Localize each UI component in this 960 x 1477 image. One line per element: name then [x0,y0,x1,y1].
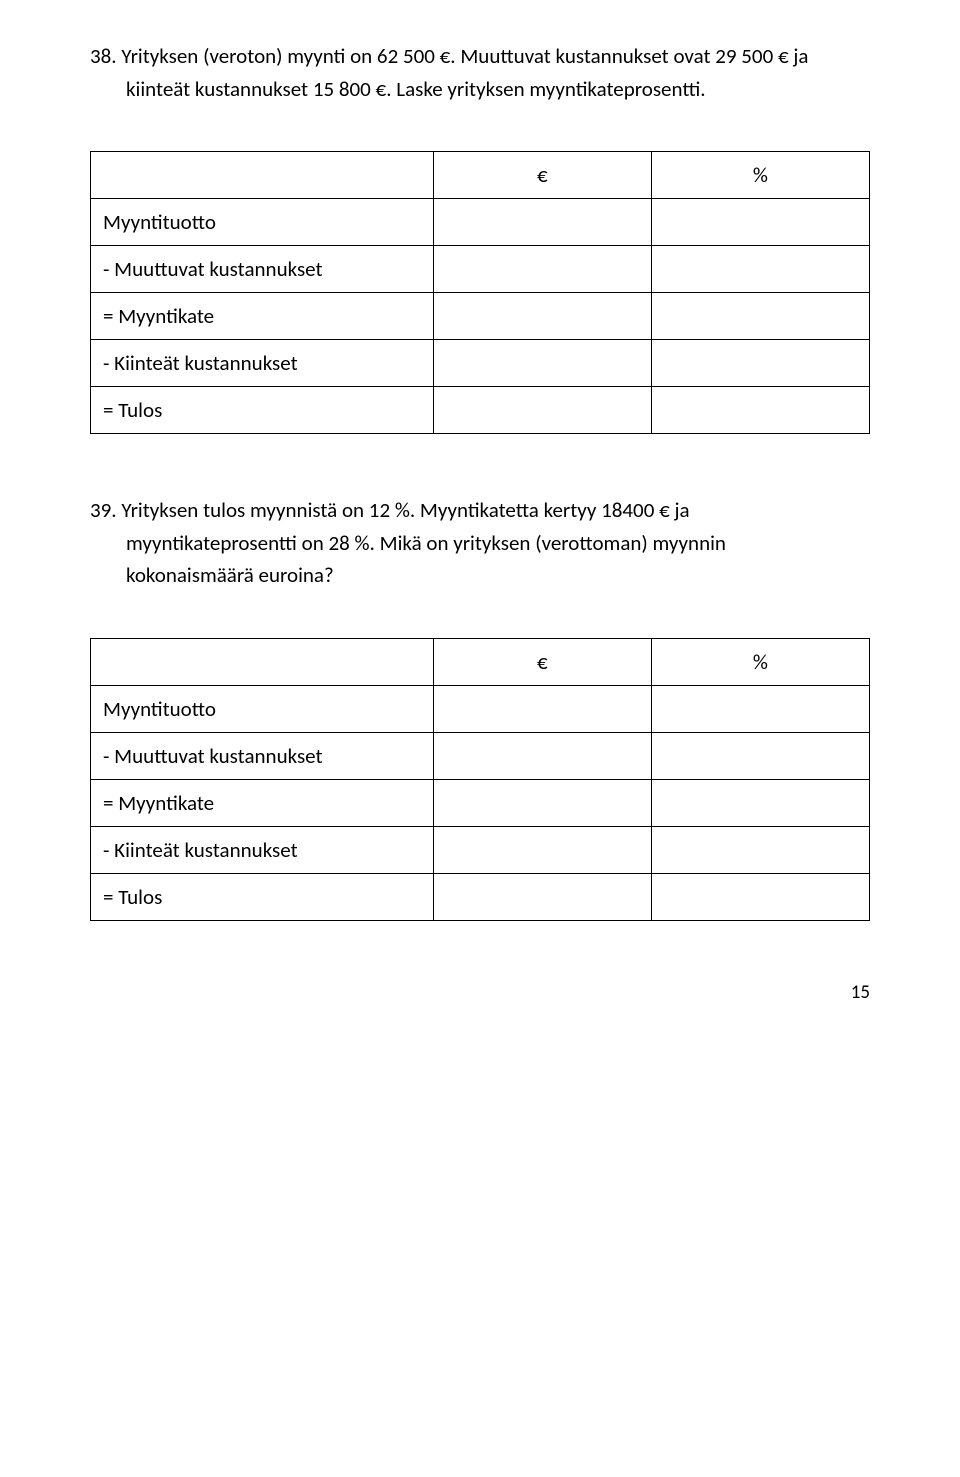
cell-pct [651,199,869,246]
cell-pct [651,779,869,826]
row-label: = Tulos [91,387,434,434]
question-39: 39. Yrityksen tulos myynnistä on 12 %. M… [90,494,870,592]
table-row: - Kiinteät kustannukset [91,340,870,387]
question-39-line1: Yrityksen tulos myynnistä on 12 %. Myynt… [121,497,689,523]
table-row: - Muuttuvat kustannukset [91,246,870,293]
calc-table-39: € % Myyntituotto - Muuttuvat kustannukse… [90,638,870,921]
question-39-line3: kokonaismäärä euroina? [126,562,334,588]
question-38-number: 38. [90,43,117,69]
page-number: 15 [90,981,870,1004]
question-38-line2: kiinteät kustannukset 15 800 €. Laske yr… [126,76,706,102]
cell-eur [433,685,651,732]
cell-pct [651,246,869,293]
hdr-blank [91,638,434,685]
row-label: = Myyntikate [91,293,434,340]
cell-eur [433,199,651,246]
cell-pct [651,340,869,387]
row-label: Myyntituotto [91,199,434,246]
cell-eur [433,246,651,293]
cell-pct [651,873,869,920]
cell-pct [651,732,869,779]
hdr-pct: % [651,638,869,685]
row-label: - Muuttuvat kustannukset [91,246,434,293]
row-label: - Muuttuvat kustannukset [91,732,434,779]
cell-eur [433,732,651,779]
row-label: - Kiinteät kustannukset [91,340,434,387]
cell-pct [651,387,869,434]
table-row: Myyntituotto [91,199,870,246]
table-row: - Kiinteät kustannukset [91,826,870,873]
question-38-line1: Yrityksen (veroton) myynti on 62 500 €. … [121,43,808,69]
table-row: € % [91,152,870,199]
hdr-blank [91,152,434,199]
row-label: Myyntituotto [91,685,434,732]
table-row: = Tulos [91,387,870,434]
question-39-line2: myyntikateprosentti on 28 %. Mikä on yri… [126,530,726,556]
question-38: 38. Yrityksen (veroton) myynti on 62 500… [90,40,870,105]
table-row: = Myyntikate [91,779,870,826]
hdr-pct: % [651,152,869,199]
cell-eur [433,779,651,826]
table-row: - Muuttuvat kustannukset [91,732,870,779]
table-row: = Myyntikate [91,293,870,340]
table-row: = Tulos [91,873,870,920]
calc-table-38: € % Myyntituotto - Muuttuvat kustannukse… [90,151,870,434]
cell-eur [433,387,651,434]
table-row: Myyntituotto [91,685,870,732]
question-39-number: 39. [90,497,117,523]
cell-pct [651,685,869,732]
hdr-eur: € [433,638,651,685]
cell-pct [651,826,869,873]
cell-eur [433,293,651,340]
row-label: = Tulos [91,873,434,920]
table-row: € % [91,638,870,685]
row-label: = Myyntikate [91,779,434,826]
cell-pct [651,293,869,340]
row-label: - Kiinteät kustannukset [91,826,434,873]
cell-eur [433,873,651,920]
cell-eur [433,340,651,387]
cell-eur [433,826,651,873]
hdr-eur: € [433,152,651,199]
